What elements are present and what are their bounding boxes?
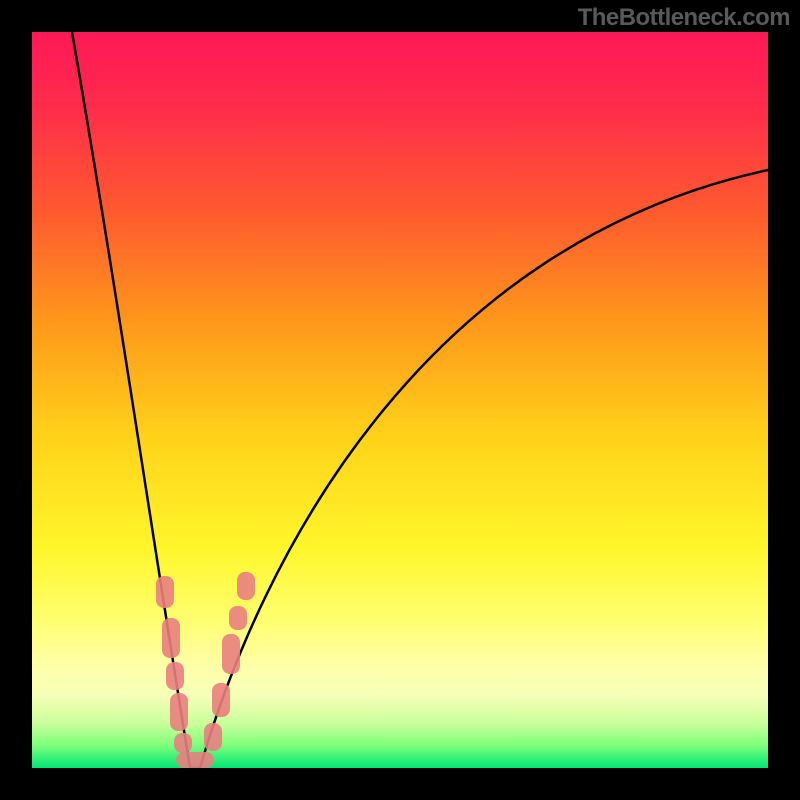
data-marker: [237, 572, 255, 600]
bottleneck-curve-chart: [0, 0, 800, 800]
data-marker: [162, 618, 180, 658]
data-marker: [212, 683, 230, 717]
data-marker: [156, 576, 174, 608]
data-marker: [170, 693, 188, 731]
watermark-text: TheBottleneck.com: [578, 4, 790, 32]
data-marker: [204, 723, 222, 751]
data-marker: [176, 752, 214, 768]
data-marker: [166, 662, 184, 690]
data-marker: [229, 606, 247, 630]
data-marker: [174, 733, 192, 753]
data-marker: [222, 634, 240, 674]
chart-background: [32, 32, 768, 768]
chart-container: TheBottleneck.com: [0, 0, 800, 800]
